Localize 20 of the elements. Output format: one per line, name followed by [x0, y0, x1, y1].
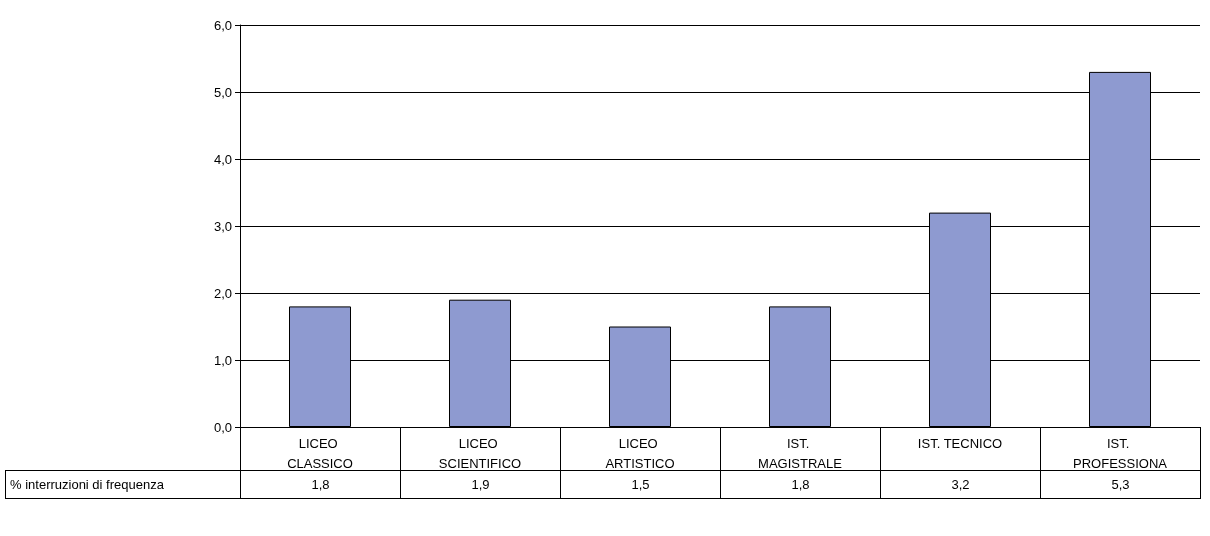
y-tick-label: 4,0: [213, 151, 232, 167]
y-tick-label: 2,0: [213, 285, 232, 301]
y-tick-label: 5,0: [213, 84, 232, 100]
data-label: 5,3: [1040, 470, 1201, 499]
y-tick-label: 1,0: [213, 352, 232, 368]
x-tick-label: LICEO SCIENTIFICO: [438, 435, 522, 471]
data-label: 1,8: [240, 470, 401, 499]
x-tick-label: IST. MAGISTRALE: [758, 435, 843, 471]
text: % interruzioni di frequenza: [5, 470, 241, 499]
y-tick-label: 6,0: [213, 17, 232, 33]
x-tick-label: IST. PROFESSIONA: [1073, 435, 1168, 471]
data-label: 1,9: [400, 470, 561, 499]
x-tick-label: LICEO ARTISTICO: [605, 435, 675, 471]
y-tick-label: 0,0: [213, 419, 232, 435]
data-label: 1,5: [560, 470, 721, 499]
data-label: 3,2: [880, 470, 1041, 499]
data-label: 1,8: [720, 470, 881, 499]
y-tick-label: 3,0: [213, 218, 232, 234]
x-tick-label: LICEO CLASSICO: [287, 435, 353, 471]
x-tick-label: IST. TECNICO: [917, 435, 1003, 451]
